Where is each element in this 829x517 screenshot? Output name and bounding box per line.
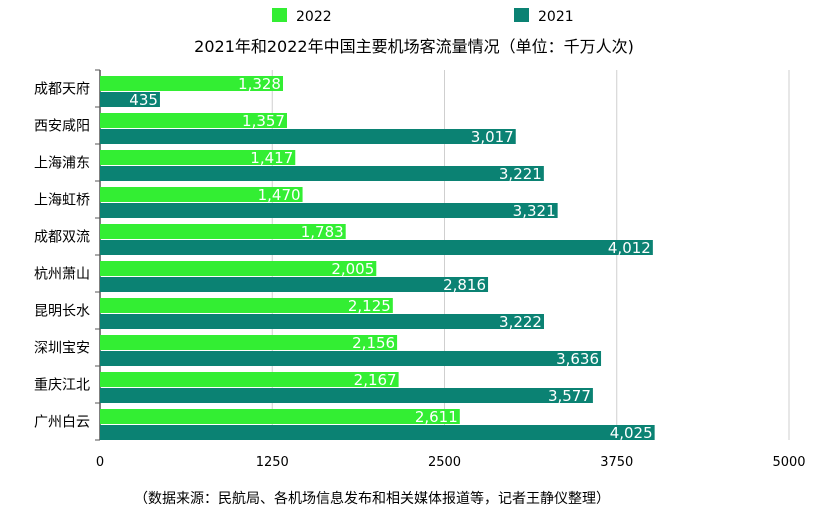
x-tick-label: 0 xyxy=(96,455,104,470)
chart-title: 2021年和2022年中国主要机场客流量情况（单位：千万人次) xyxy=(194,37,634,56)
bar-2022 xyxy=(100,150,296,165)
category-label: 上海虹桥 xyxy=(34,193,90,209)
category-label: 重庆江北 xyxy=(34,378,90,394)
bar-2022 xyxy=(100,76,283,91)
data-label-2022: 2,156 xyxy=(352,334,395,352)
category-label: 西安咸阳 xyxy=(34,119,90,135)
x-tick-label: 5000 xyxy=(772,455,805,470)
x-tick-label: 2500 xyxy=(428,455,461,470)
data-label-2021: 3,321 xyxy=(513,202,556,220)
data-label-2021: 3,017 xyxy=(471,128,514,146)
axes xyxy=(95,69,101,441)
category-label: 杭州萧山 xyxy=(34,267,90,283)
data-labels: 1,328 435 1,357 3,017 1,417 3,221 1,470 3,321 1,… xyxy=(129,75,652,442)
bar-2022 xyxy=(100,187,303,202)
bars xyxy=(100,76,655,440)
x-tick-labels: 0 1250 2500 3750 5000 xyxy=(96,455,806,470)
bar-2021 xyxy=(100,277,489,292)
data-label-2022: 2,125 xyxy=(348,297,391,315)
bar-2021 xyxy=(100,203,558,218)
data-label-2022: 1,328 xyxy=(238,75,281,93)
legend-label-2022: 2022 xyxy=(296,9,332,25)
category-label: 广州白云 xyxy=(34,415,90,431)
bar-2021 xyxy=(100,129,516,144)
source-note: （数据来源：民航局、各机场信息发布和相关媒体报道等，记者王静仪整理） xyxy=(134,490,610,507)
bar-2022 xyxy=(100,224,346,239)
legend: 2022 2021 xyxy=(272,8,574,25)
data-label-2021: 3,577 xyxy=(548,387,591,405)
bar-2022 xyxy=(100,261,377,276)
bar-2021 xyxy=(100,314,544,329)
data-label-2022: 1,783 xyxy=(301,223,344,241)
bar-2022 xyxy=(100,409,460,424)
data-label-2021: 435 xyxy=(129,91,158,109)
bar-2022 xyxy=(100,113,287,128)
category-label: 成都双流 xyxy=(34,230,90,246)
data-label-2022: 2,167 xyxy=(354,371,397,389)
data-label-2021: 3,221 xyxy=(499,165,542,183)
data-label-2021: 3,222 xyxy=(499,313,542,331)
data-label-2022: 2,005 xyxy=(331,260,374,278)
data-label-2022: 1,357 xyxy=(242,112,285,130)
data-label-2022: 1,470 xyxy=(258,186,301,204)
bar-2022 xyxy=(100,372,399,387)
category-label: 昆明长水 xyxy=(34,304,90,320)
data-label-2021: 3,636 xyxy=(556,350,599,368)
x-tick-label: 3750 xyxy=(600,455,633,470)
bar-2022 xyxy=(100,298,393,313)
category-label: 上海浦东 xyxy=(34,156,90,172)
bar-2021 xyxy=(100,351,602,366)
data-label-2022: 2,611 xyxy=(415,408,458,426)
x-tick-label: 1250 xyxy=(256,455,289,470)
data-label-2022: 1,417 xyxy=(250,149,293,167)
data-label-2021: 2,816 xyxy=(443,276,486,294)
legend-label-2021: 2021 xyxy=(538,9,574,25)
data-label-2021: 4,025 xyxy=(610,424,653,442)
bar-2021 xyxy=(100,166,544,181)
bar-2021 xyxy=(100,240,653,255)
legend-swatch-2021 xyxy=(514,8,529,22)
legend-swatch-2022 xyxy=(272,8,287,22)
bar-2021 xyxy=(100,388,593,403)
bar-2021 xyxy=(100,425,655,440)
category-label: 成都天府 xyxy=(34,82,90,98)
data-label-2021: 4,012 xyxy=(608,239,651,257)
bar-2021 xyxy=(100,92,160,107)
bar-2022 xyxy=(100,335,398,350)
category-label: 深圳宝安 xyxy=(34,341,90,357)
